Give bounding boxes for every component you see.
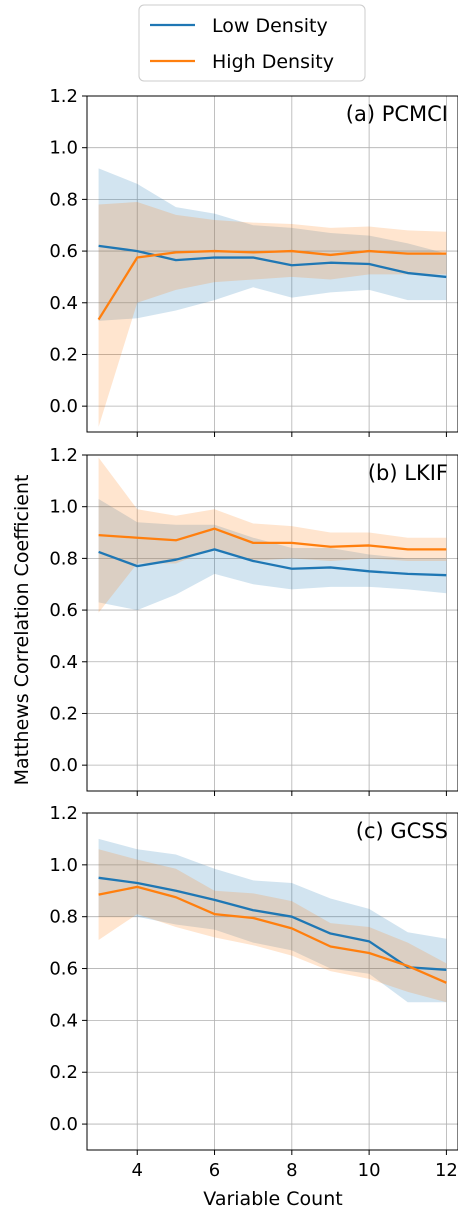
lkif-plot-area [98,457,447,613]
pcmci-frame [86,95,458,433]
pcmci-band-high-density [98,201,447,427]
gcss-ytick-label-6: 1.2 [49,803,78,824]
pcmci-plot-area [97,168,447,427]
gcss-line-low-density [98,876,447,971]
lkif-title: (b) LKIF [368,461,448,485]
gcss-ytick-label-4: 0.8 [49,907,78,928]
pcmci-ytick-label-4: 0.8 [49,189,78,210]
pcmci-ytick-label-2: 0.4 [49,293,78,314]
lkif-ytick-label-1: 0.2 [49,703,78,724]
legend-label-low-density: Low Density [212,15,328,37]
lkif-ytick-label-2: 0.4 [49,652,78,673]
pcmci-ytick-label-3: 0.6 [49,241,78,262]
pcmci-band-low-density [98,168,447,321]
pcmci-line-high-density [97,249,447,321]
gcss-xtick-label-1: 6 [209,1160,220,1181]
lkif-frame [86,454,458,792]
lkif-band-high-density [98,457,447,613]
pcmci-ytick-label-1: 0.2 [49,344,78,365]
gcss-xtick-label-4: 12 [435,1160,458,1181]
lkif-band-low-density [98,498,447,611]
gcss-frame [86,812,458,1151]
legend-label-high-density: High Density [212,51,334,73]
gcss-line-high-density [98,885,447,984]
gcss-xtick-label-3: 10 [358,1160,381,1181]
pcmci-ytick-label-6: 1.2 [49,86,78,107]
gcss-ytick-label-5: 1.0 [49,855,78,876]
gcss-xtick-label-0: 4 [132,1160,143,1181]
panel-pcmci: 0.0 0.2 0.4 0.6 0.8 1.0 1.2 (a) PCMCI [49,86,458,437]
gcss-band-low-density [98,838,447,1003]
pcmci-title: (a) PCMCI [346,102,448,126]
x-axis-label: Variable Count [203,1188,342,1210]
pcmci-ytick-label-5: 1.0 [49,138,78,159]
gcss-ytick-label-1: 0.2 [49,1062,78,1083]
lkif-ytick-label-4: 0.8 [49,548,78,569]
y-axis-label: Matthews Correlation Coefficient [11,475,33,786]
legend-frame [138,4,366,82]
pcmci-ytick-label-0: 0.0 [49,396,78,417]
gcss-plot-area [98,838,447,1003]
lkif-ytick-label-5: 1.0 [49,497,78,518]
gcss-xtick-label-2: 8 [286,1160,297,1181]
legend: Low Density High Density [138,4,366,82]
lkif-ytick-label-6: 1.2 [49,445,78,466]
panel-gcss: 0.0 0.2 0.4 0.6 0.8 1.0 1.2 4 6 8 10 12 (c) GCSS [49,803,458,1181]
gcss-title: (c) GCSS [356,819,448,843]
lkif-ytick-label-0: 0.0 [49,755,78,776]
lkif-ytick-label-3: 0.6 [49,600,78,621]
gcss-ytick-label-0: 0.0 [49,1114,78,1135]
lkif-line-low-density [98,548,447,577]
gcss-ytick-label-3: 0.6 [49,959,78,980]
gcss-ytick-label-2: 0.4 [49,1010,78,1031]
panel-lkif: 0.0 0.2 0.4 0.6 0.8 1.0 1.2 (b) LKIF [49,445,458,796]
gcss-band-high-density [98,849,447,1003]
lkif-line-high-density [98,527,447,551]
